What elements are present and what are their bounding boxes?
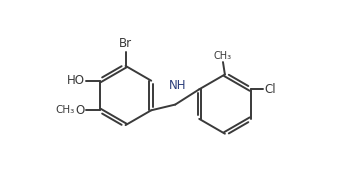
Text: NH: NH — [168, 79, 186, 92]
Text: O: O — [75, 104, 85, 117]
Text: Cl: Cl — [264, 83, 275, 96]
Text: CH₃: CH₃ — [214, 51, 232, 61]
Text: HO: HO — [67, 74, 85, 87]
Text: Br: Br — [119, 37, 132, 50]
Text: CH₃: CH₃ — [55, 105, 74, 115]
